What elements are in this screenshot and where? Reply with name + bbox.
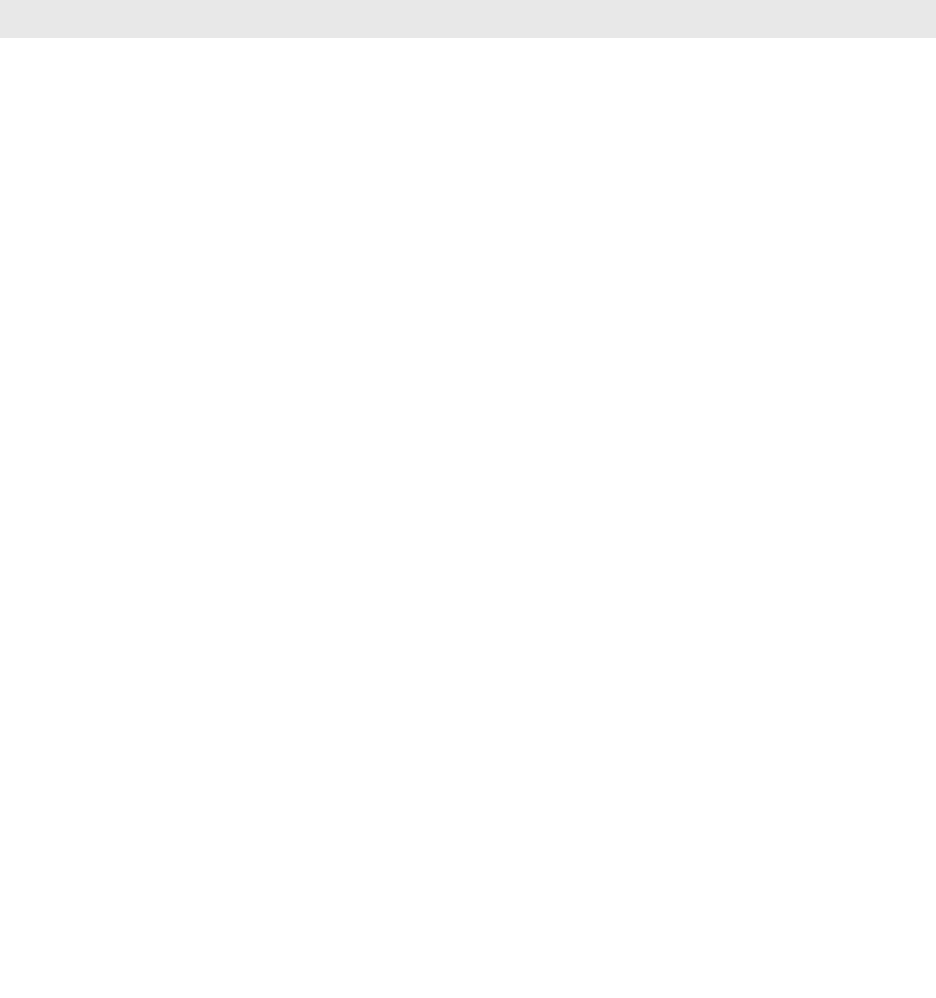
event-header: [0, 0, 936, 38]
event-summary-line: [0, 0, 936, 19]
time-window-bar: [0, 19, 936, 38]
trace-panel[interactable]: [0, 38, 936, 998]
